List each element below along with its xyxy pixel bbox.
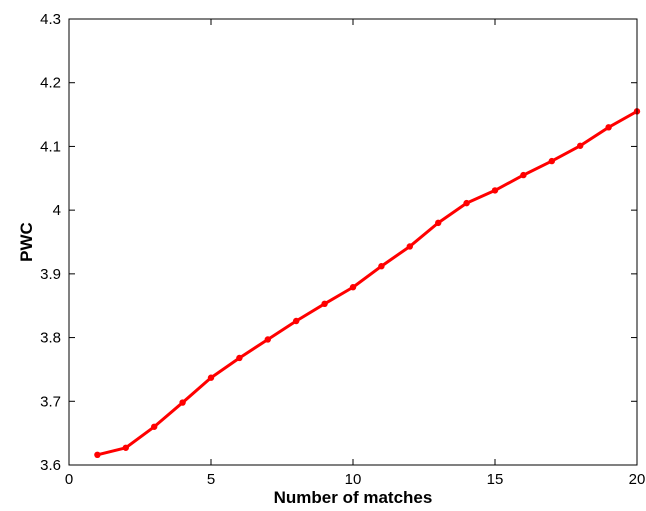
- x-axis-label: Number of matches: [274, 488, 433, 507]
- x-tick-label: 5: [207, 471, 215, 488]
- y-tick-label: 4.3: [40, 11, 61, 28]
- tick-labels: 0 5 10 15 20 3.6 3.7 3.8 3.9 4 4.1 4.2 4.3: [40, 11, 645, 488]
- data-point: [321, 300, 328, 308]
- data-point: [349, 284, 357, 291]
- data-point: [548, 157, 555, 165]
- y-tick-label: 3.9: [40, 266, 61, 283]
- y-tick-label: 4.1: [40, 138, 61, 155]
- x-tick-label: 15: [487, 471, 504, 488]
- data-point: [236, 354, 243, 362]
- y-tick-label: 4.2: [40, 75, 61, 92]
- data-point: [207, 374, 215, 381]
- data-point: [264, 336, 271, 343]
- x-tick-label: 10: [345, 471, 362, 488]
- data-point: [435, 219, 442, 227]
- data-point: [520, 171, 527, 179]
- y-tick-label: 3.7: [40, 393, 61, 410]
- plot-frame: [68, 18, 638, 466]
- data-point: [151, 423, 158, 430]
- y-tick-label: 3.8: [40, 330, 61, 347]
- x-tick-label: 0: [65, 471, 73, 488]
- data-point: [94, 451, 101, 459]
- data-point: [463, 199, 470, 207]
- data-point: [122, 444, 129, 451]
- y-tick-label: 3.6: [40, 457, 61, 474]
- y-axis-label: PWC: [17, 222, 36, 262]
- data-point: [577, 142, 584, 149]
- data-point: [293, 317, 300, 325]
- data-point: [406, 243, 413, 250]
- series-group: [94, 108, 641, 459]
- data-point: [491, 187, 499, 194]
- data-point: [378, 263, 385, 270]
- data-point: [605, 124, 612, 131]
- series-line: [97, 110, 638, 457]
- plot-area: [69, 19, 637, 465]
- x-tick-label: 20: [629, 471, 646, 488]
- data-point: [179, 399, 186, 406]
- y-tick-label: 4: [53, 202, 61, 219]
